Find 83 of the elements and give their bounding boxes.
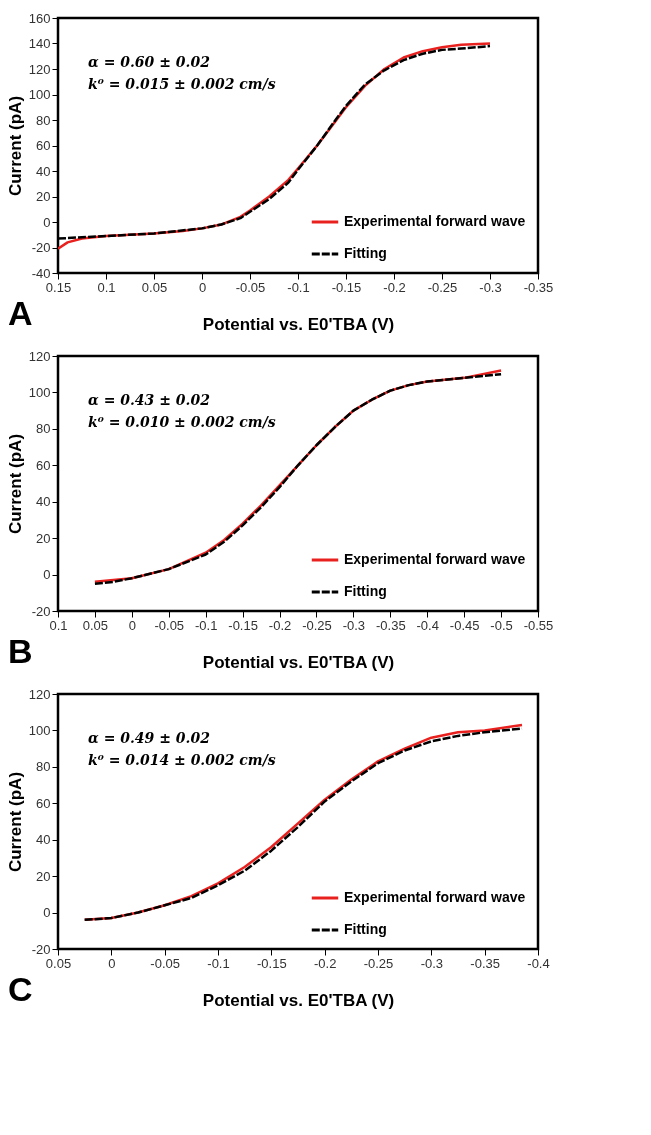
y-tick-label: 120	[28, 686, 51, 702]
x-axis-title: Potential vs. E0'TBA (V)	[202, 652, 395, 672]
x-tick-label: -0.5	[490, 617, 513, 633]
annotation: α = 0.60 ± 0.02	[88, 54, 211, 70]
legend-label: Experimental forward wave	[344, 551, 526, 567]
y-tick-label: -40	[31, 265, 51, 281]
y-axis-title: Current (pA)	[5, 771, 25, 873]
legend-label: Fitting	[344, 921, 387, 937]
y-tick-label: 160	[28, 10, 51, 26]
y-tick-label: 120	[28, 61, 51, 77]
x-tick-label: 0.05	[82, 617, 109, 633]
x-tick-label: 0	[198, 279, 207, 295]
x-tick-label: -0.55	[523, 617, 554, 633]
x-tick-label: -0.15	[228, 617, 258, 633]
legend-label: Experimental forward wave	[344, 213, 526, 229]
y-tick-label: 60	[36, 795, 51, 811]
x-tick-label: -0.3	[479, 279, 502, 295]
annotation: α = 0.49 ± 0.02	[88, 730, 211, 746]
y-tick-label: 0	[43, 567, 51, 583]
y-tick-label: 60	[36, 138, 51, 153]
x-tick-label: -0.25	[363, 955, 394, 971]
y-tick-label: -20	[31, 603, 51, 619]
y-tick-label: 120	[28, 348, 51, 364]
y-tick-label: 100	[28, 87, 51, 102]
x-tick-label: -0.15	[331, 279, 362, 295]
x-tick-label: -0.45	[449, 617, 480, 633]
legend-label: Fitting	[344, 583, 387, 599]
y-tick-label: 80	[36, 759, 51, 775]
y-tick-label: -20	[31, 941, 51, 957]
annotation: k⁰ = 0.014 ± 0.002 cm/s	[88, 752, 276, 768]
x-tick-label: -0.1	[287, 279, 310, 295]
legend-label: Experimental forward wave	[344, 889, 526, 905]
text: C	[8, 970, 33, 1008]
x-tick-label: 0	[128, 617, 136, 633]
x-tick-label: 0.05	[45, 955, 72, 971]
x-tick-label: -0.4	[527, 955, 550, 971]
y-tick-label: 0	[43, 905, 51, 921]
x-tick-label: 0.15	[45, 279, 72, 295]
x-tick-label: -0.4	[416, 617, 439, 633]
x-tick-label: -0.2	[313, 955, 337, 971]
x-tick-label: -0.35	[523, 279, 554, 295]
x-tick-label: -0.25	[302, 617, 332, 633]
y-tick-label: 140	[28, 36, 51, 51]
x-tick-label: -0.2	[268, 617, 292, 633]
y-tick-label: 100	[28, 384, 51, 400]
x-tick-label: -0.25	[427, 279, 458, 295]
y-tick-label: 80	[36, 112, 51, 128]
x-axis-title: Potential vs. E0'TBA (V)	[202, 314, 395, 334]
y-tick-label: 40	[36, 494, 51, 510]
x-tick-label: -0.3	[342, 617, 366, 633]
x-tick-label: -0.1	[207, 955, 230, 971]
x-tick-label: -0.35	[470, 955, 500, 971]
text: B	[8, 632, 33, 670]
x-tick-label: -0.1	[194, 617, 218, 633]
annotation: α = 0.43 ± 0.02	[88, 392, 211, 408]
y-axis-title: Current (pA)	[5, 433, 25, 535]
y-tick-label: 40	[36, 832, 51, 848]
y-tick-label: 80	[36, 421, 51, 437]
x-tick-label: 0	[108, 955, 116, 971]
y-tick-label: 20	[36, 530, 51, 546]
x-tick-label: -0.05	[150, 955, 180, 971]
x-axis-title: Potential vs. E0'TBA (V)	[202, 990, 395, 1010]
y-tick-label: 20	[36, 868, 51, 884]
y-tick-label: 60	[36, 457, 51, 473]
legend-label: Fitting	[344, 245, 387, 261]
y-axis-title: Current (pA)	[5, 95, 25, 197]
annotation: k⁰ = 0.015 ± 0.002 cm/s	[88, 76, 276, 92]
x-tick-label: -0.35	[375, 617, 406, 633]
text: A	[8, 294, 33, 332]
x-tick-label: 0.05	[141, 279, 168, 295]
x-tick-label: -0.05	[235, 279, 266, 295]
x-tick-label: -0.15	[257, 955, 287, 971]
y-tick-label: 40	[36, 163, 51, 179]
x-tick-label: 0.1	[49, 617, 68, 633]
x-tick-label: -0.05	[154, 617, 185, 633]
x-tick-label: 0.1	[97, 279, 116, 295]
annotation: k⁰ = 0.010 ± 0.002 cm/s	[88, 414, 276, 430]
x-tick-label: -0.2	[383, 279, 406, 295]
y-tick-label: 0	[43, 214, 51, 230]
y-tick-label: -20	[31, 240, 51, 255]
y-tick-label: 20	[36, 189, 51, 204]
x-tick-label: -0.3	[420, 955, 444, 971]
y-tick-label: 100	[28, 722, 51, 738]
